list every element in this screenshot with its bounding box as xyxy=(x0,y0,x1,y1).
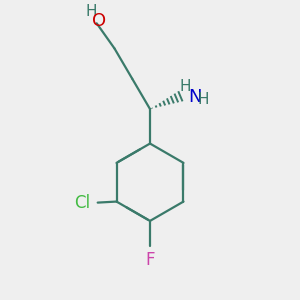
Text: H: H xyxy=(197,92,208,107)
Text: N: N xyxy=(188,88,202,106)
Text: H: H xyxy=(85,4,97,19)
Text: O: O xyxy=(92,12,106,30)
Text: F: F xyxy=(145,251,155,269)
Text: H: H xyxy=(180,79,191,94)
Text: Cl: Cl xyxy=(74,194,90,211)
